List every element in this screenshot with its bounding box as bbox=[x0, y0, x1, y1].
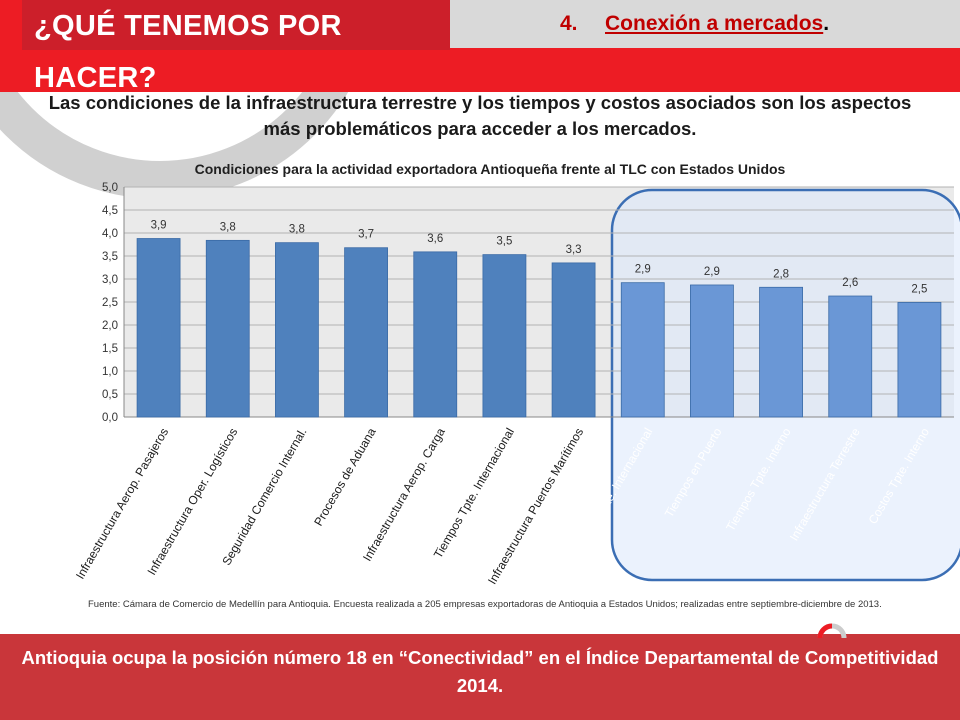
bar-data-label: 2,9 bbox=[704, 266, 720, 278]
bar bbox=[828, 295, 873, 418]
y-tick-label: 4,5 bbox=[102, 205, 118, 217]
x-tick-label: Seguridad Comercio Internal. bbox=[219, 426, 309, 568]
bar-data-label: 3,8 bbox=[289, 224, 305, 236]
section-label: Conexión a mercados bbox=[605, 12, 824, 35]
y-tick-label: 2,0 bbox=[102, 320, 118, 332]
bar bbox=[620, 282, 665, 418]
bar bbox=[136, 238, 181, 418]
section-period: . bbox=[823, 12, 830, 35]
bar bbox=[690, 284, 734, 418]
y-tick-label: 0,5 bbox=[102, 389, 118, 401]
bar-data-label: 3,9 bbox=[151, 220, 167, 232]
bar-data-label: 3,7 bbox=[358, 229, 374, 241]
bar bbox=[413, 251, 458, 418]
bar bbox=[205, 239, 250, 418]
bar-data-label: 3,3 bbox=[566, 244, 582, 256]
bar bbox=[759, 286, 803, 418]
y-tick-label: 0,0 bbox=[102, 412, 118, 424]
y-tick-label: 4,0 bbox=[102, 228, 118, 240]
footer-text: Antioquia ocupa la posición número 18 en… bbox=[21, 647, 939, 696]
bar-data-label: 3,8 bbox=[220, 221, 236, 233]
bar-data-label: 2,5 bbox=[911, 283, 927, 295]
section-number: 4. bbox=[560, 12, 578, 35]
x-tick-label: Procesos de Aduana bbox=[311, 425, 379, 528]
y-tick-label: 5,0 bbox=[102, 182, 118, 194]
bar bbox=[551, 262, 596, 418]
bar-data-label: 2,8 bbox=[773, 268, 789, 280]
x-tick-label: Infraestructura Aerop. Carga bbox=[360, 425, 448, 563]
bar-data-label: 2,9 bbox=[635, 264, 651, 276]
y-tick-label: 1,5 bbox=[102, 343, 118, 355]
bar-chart: Condiciones para la actividad exportador… bbox=[73, 161, 960, 587]
bar bbox=[897, 302, 942, 418]
section-heading: 4. Conexión a mercados . bbox=[450, 0, 960, 48]
y-tick-label: 3,0 bbox=[102, 274, 118, 286]
donut-icon bbox=[817, 623, 847, 638]
chart-title: Condiciones para la actividad exportador… bbox=[195, 161, 786, 177]
headline: Las condiciones de la infraestructura te… bbox=[48, 92, 912, 139]
bar bbox=[275, 242, 319, 418]
bar-data-label: 3,6 bbox=[427, 233, 443, 245]
y-tick-label: 1,0 bbox=[102, 366, 118, 378]
bar-data-label: 3,5 bbox=[496, 236, 512, 248]
source-note: Fuente: Cámara de Comercio de Medellín p… bbox=[88, 599, 882, 610]
y-tick-label: 2,5 bbox=[102, 297, 118, 309]
bar bbox=[482, 254, 527, 418]
bar-data-label: 2,6 bbox=[842, 277, 858, 289]
bar bbox=[344, 247, 388, 418]
x-tick-label: Tiempos Tpte. Internacional bbox=[431, 426, 517, 561]
footer-band bbox=[0, 634, 960, 720]
y-tick-label: 3,5 bbox=[102, 251, 118, 263]
page-title: ¿QUÉ TENEMOS POR HACER? bbox=[22, 0, 450, 94]
